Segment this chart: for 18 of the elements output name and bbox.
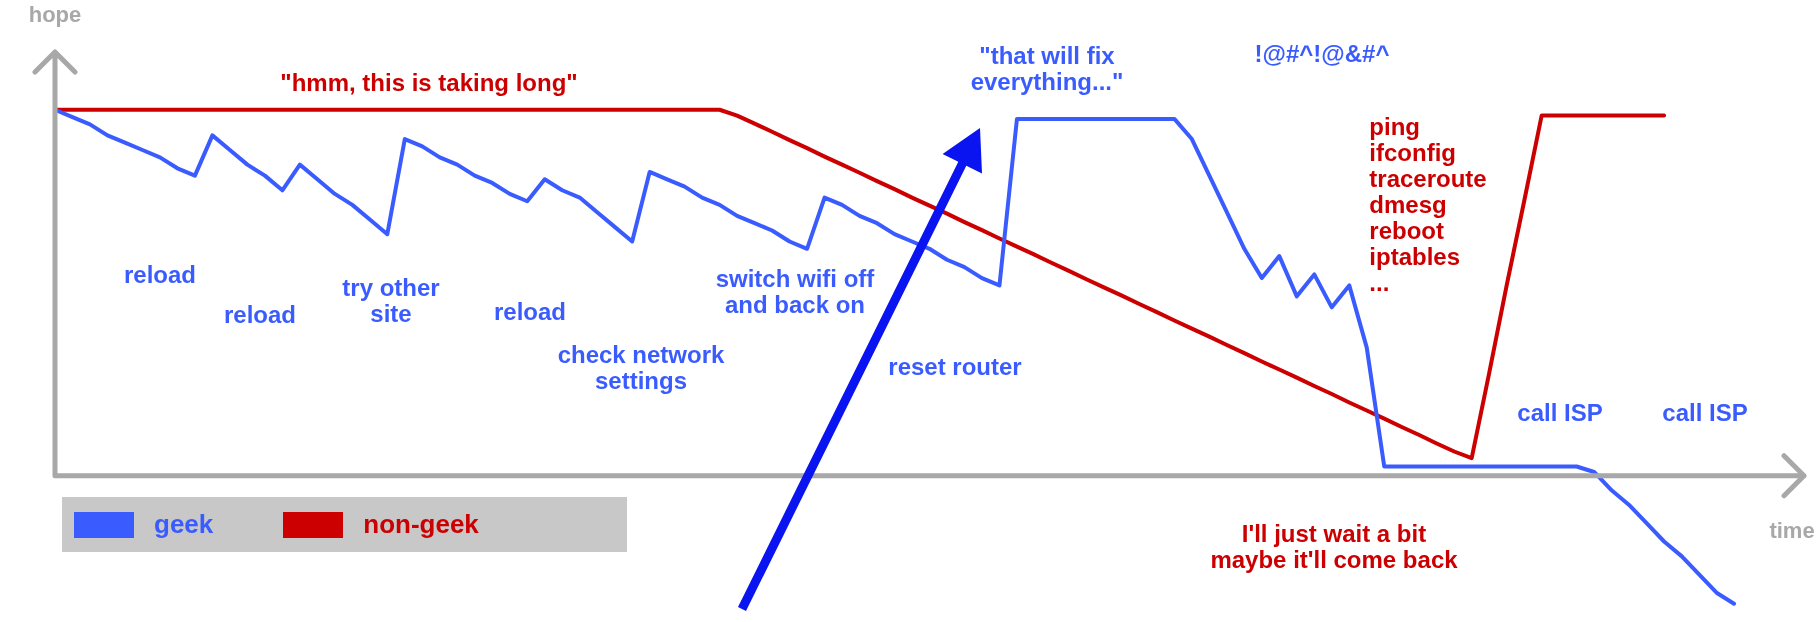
text: "hmm, this is taking long" bbox=[280, 68, 578, 96]
annotation: try other site bbox=[342, 273, 440, 327]
text: "that will fix everything..." bbox=[970, 41, 1124, 95]
text: !@#^!@&#^ bbox=[1254, 39, 1390, 67]
legend-label: geek bbox=[154, 509, 214, 540]
y-axis-title: hope bbox=[28, 2, 82, 28]
annotation: I'll just wait a bit maybe it'll come back bbox=[1210, 519, 1459, 573]
legend-label: non-geek bbox=[363, 509, 479, 540]
annotation: reload bbox=[123, 260, 197, 288]
annotation: ping ifconfig traceroute dmesg reboot iptables ... bbox=[1369, 112, 1487, 296]
annotation: reload bbox=[493, 297, 567, 325]
annotation: call ISP bbox=[1517, 398, 1603, 426]
annotation: reset router bbox=[888, 352, 1022, 380]
annotation: check network settings bbox=[557, 340, 726, 394]
annotation: reload bbox=[223, 300, 297, 328]
annotation: call ISP bbox=[1662, 398, 1748, 426]
x-axis-title: time bbox=[1769, 517, 1815, 543]
annotation: switch wifi off and back on bbox=[715, 264, 876, 318]
